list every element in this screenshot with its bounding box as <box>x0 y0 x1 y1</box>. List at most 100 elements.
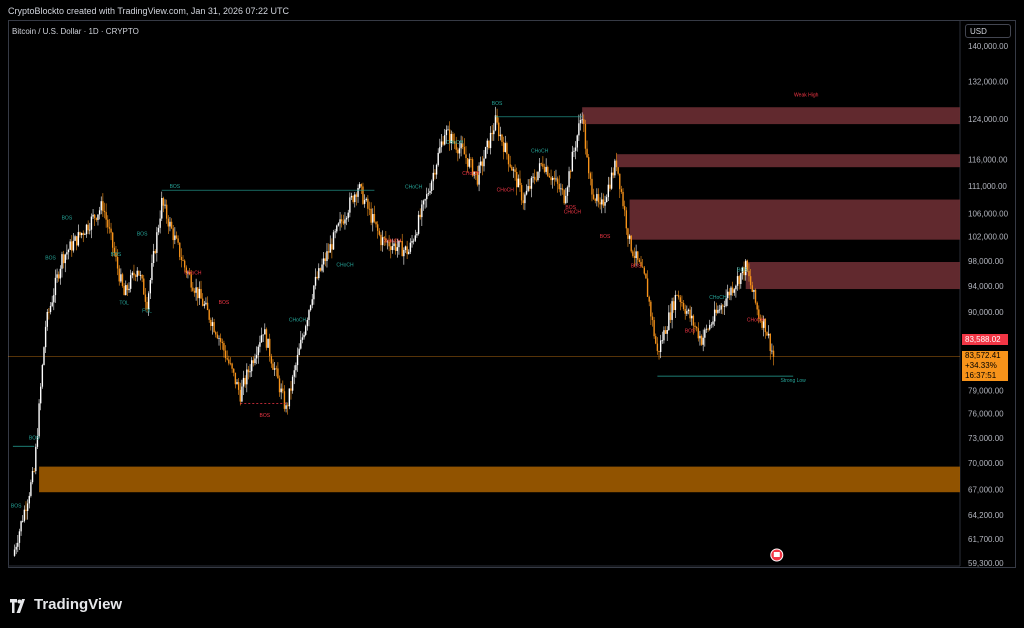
candle-body <box>277 368 279 379</box>
y-tick-label: 73,000.00 <box>968 434 1004 443</box>
candle-body <box>429 190 431 194</box>
candle-body <box>260 335 263 343</box>
candle-body <box>372 214 374 223</box>
candle-body <box>255 355 258 359</box>
candle-body <box>635 251 637 258</box>
y-tick-label: 116,000.00 <box>968 155 1008 164</box>
candle-body <box>367 198 369 209</box>
candle-body <box>617 167 619 174</box>
footer-brand[interactable]: TradingView <box>34 596 123 613</box>
supply-zone <box>582 107 960 125</box>
candle-body <box>314 276 317 286</box>
candle-body <box>499 134 502 137</box>
candle-body <box>121 274 124 286</box>
candle-body <box>542 163 544 167</box>
candle-body <box>216 334 219 339</box>
candle-body <box>532 176 534 178</box>
structure-label: BOS <box>685 328 696 334</box>
candle-body <box>123 285 125 296</box>
candle-body <box>17 542 19 547</box>
candle-body <box>710 324 713 326</box>
candle-body <box>288 388 291 407</box>
candle-body <box>210 319 212 327</box>
candle-body <box>31 471 34 483</box>
candle-body <box>516 172 518 188</box>
y-tick-label: 59,300.00 <box>968 559 1004 568</box>
candle-body <box>174 235 176 241</box>
candle-body <box>358 184 361 189</box>
chart-pane[interactable] <box>8 20 1016 568</box>
candle-body <box>40 386 42 404</box>
candle-body <box>430 181 433 191</box>
candle-body <box>282 388 284 392</box>
candle-body <box>682 302 685 309</box>
candle-body <box>76 236 78 246</box>
candle-body <box>376 224 379 231</box>
candle-body <box>522 200 524 204</box>
candle-body <box>587 157 590 174</box>
currency-button[interactable]: USD <box>965 24 1011 38</box>
candle-body <box>596 194 598 201</box>
structure-label: BOS <box>11 504 22 510</box>
candle-body <box>311 299 313 306</box>
demand-zone <box>39 466 960 493</box>
candle-body <box>224 350 227 359</box>
candle-body <box>156 232 158 253</box>
candle-body <box>704 329 706 338</box>
candle-body <box>697 328 699 339</box>
candle-body <box>637 251 639 260</box>
candle-body <box>586 148 588 158</box>
candle-body <box>728 291 731 296</box>
candle-body <box>177 238 179 243</box>
candle-body <box>46 311 48 327</box>
candle-body <box>628 235 631 239</box>
candle-body <box>18 531 21 543</box>
structure-label: TOL <box>119 301 129 307</box>
candle-body <box>269 338 271 357</box>
structure-label: CHoCH <box>709 295 727 301</box>
candle-body <box>638 259 641 262</box>
candle-body <box>463 147 466 155</box>
candle-body <box>501 134 503 143</box>
structure-label: BOS <box>111 252 122 258</box>
candle-body <box>658 350 660 352</box>
candle-body <box>38 403 40 437</box>
candle-body <box>486 140 488 148</box>
candle-body <box>610 172 613 189</box>
candle-body <box>641 266 644 268</box>
candle-body <box>103 210 106 213</box>
candle-body <box>699 335 701 339</box>
candle-body <box>435 164 438 175</box>
candle-body <box>169 221 171 227</box>
candle-body <box>727 291 729 299</box>
candle-body <box>713 309 716 322</box>
candle-body <box>84 234 86 235</box>
candle-body <box>368 208 371 210</box>
candle-body <box>95 217 98 221</box>
candle-body <box>291 376 294 391</box>
candle-body <box>543 166 546 172</box>
candle-body <box>164 204 166 206</box>
candle-body <box>375 221 377 225</box>
candle-body <box>229 363 232 365</box>
candle-body <box>62 254 65 264</box>
symbol-title[interactable]: Bitcoin / U.S. Dollar · 1D · CRYPTO <box>12 27 139 36</box>
candle-body <box>578 123 580 136</box>
candle-body <box>627 228 629 239</box>
structure-label: CHoCH <box>564 210 582 216</box>
candle-body <box>53 295 55 303</box>
candle-body <box>147 293 150 310</box>
candle-body <box>550 177 552 181</box>
structure-label: CHoCH <box>497 187 515 193</box>
candle-body <box>146 301 148 310</box>
candle-body <box>26 503 29 511</box>
candle-body <box>390 246 392 250</box>
candle-body <box>385 238 387 242</box>
candle-body <box>746 260 749 271</box>
candle-body <box>709 325 711 330</box>
y-tick-label: 111,000.00 <box>968 182 1007 191</box>
candle-body <box>193 290 196 293</box>
candle-body <box>399 240 402 242</box>
candle-body <box>694 325 696 327</box>
